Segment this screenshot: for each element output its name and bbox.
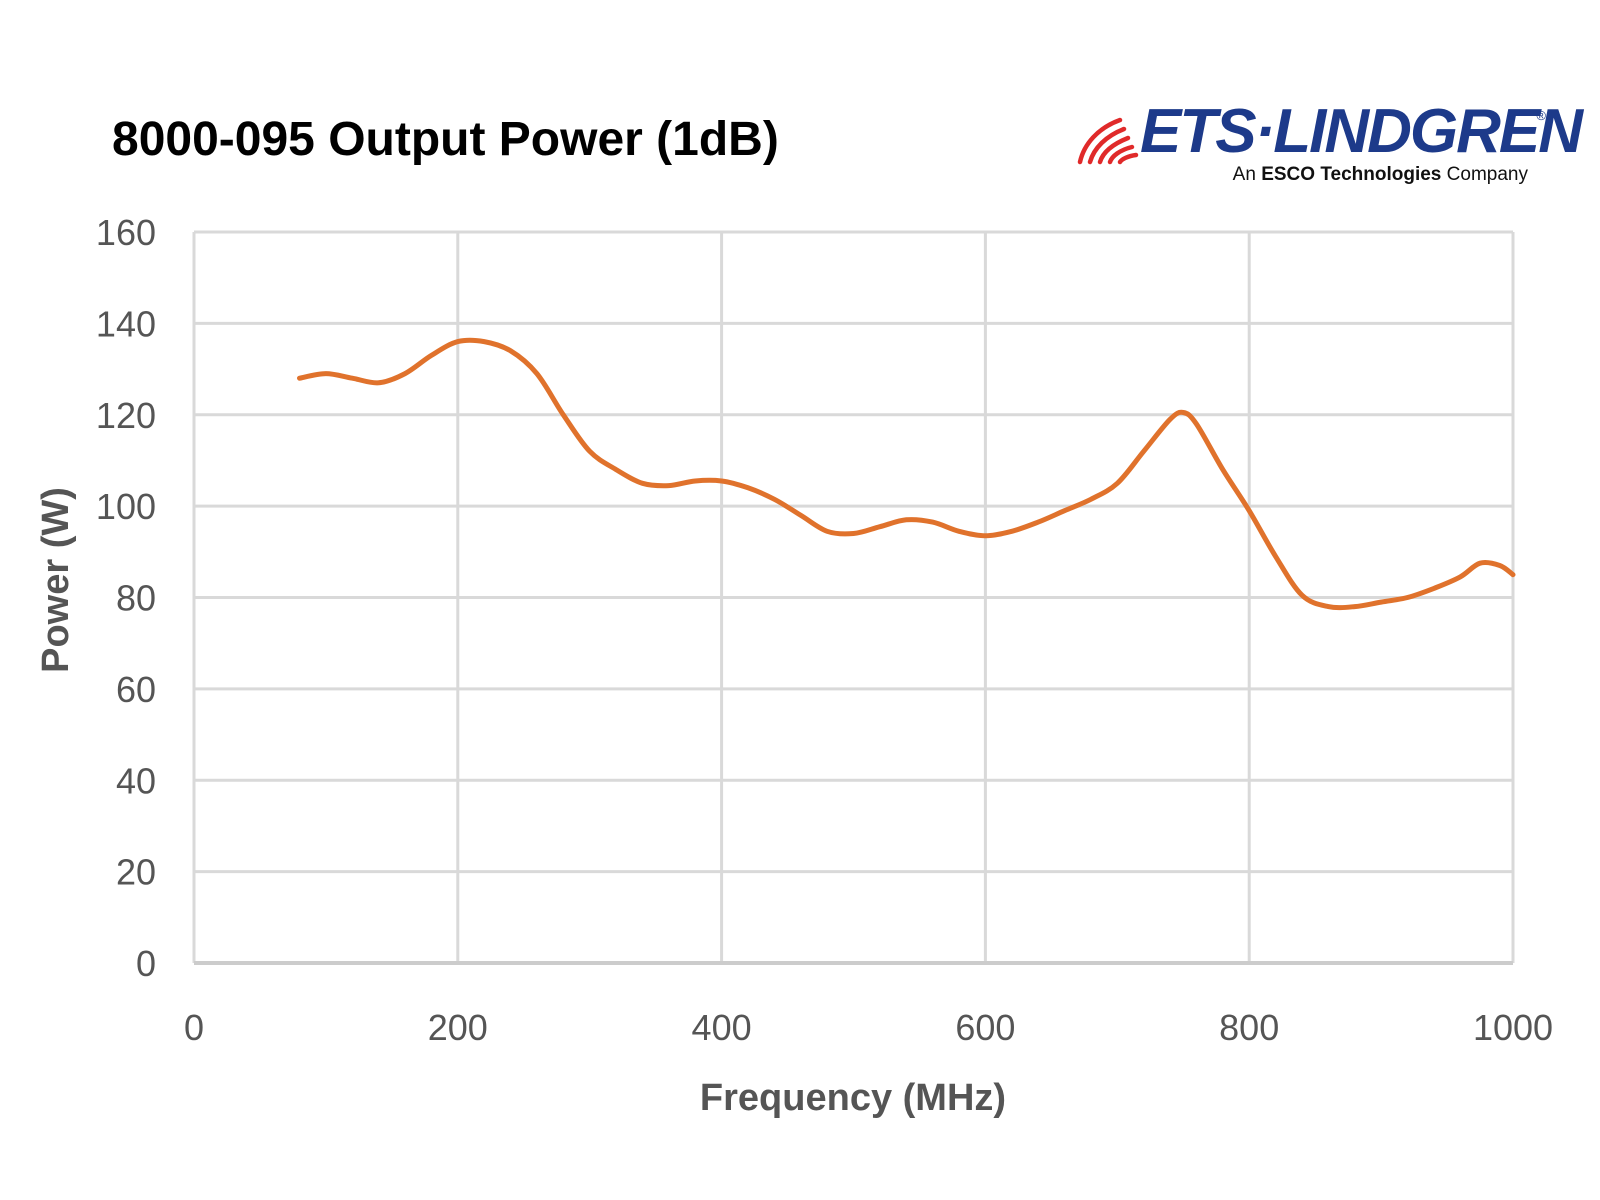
x-tick-label: 600 — [955, 1007, 1015, 1048]
tagline-brand: ESCO Technologies — [1261, 164, 1442, 185]
series-lines — [297, 337, 1516, 611]
y-tick-label: 60 — [116, 669, 156, 710]
y-tick-label: 120 — [96, 395, 156, 436]
y-axis-title: Power (W) — [35, 487, 77, 673]
y-tick-label: 140 — [96, 303, 156, 344]
axes — [192, 232, 1513, 965]
series-line — [297, 337, 1516, 611]
x-axis-title: Frequency (MHz) — [700, 1077, 1006, 1119]
x-tick-label: 0 — [184, 1007, 204, 1048]
x-tick-label: 800 — [1219, 1007, 1279, 1048]
signal-waves-icon — [1077, 117, 1139, 165]
tagline-prefix: An — [1232, 164, 1262, 185]
logo-wordmark: ETS·LINDGREN — [1140, 97, 1583, 166]
logo-tagline: An ESCO Technologies Company — [1233, 164, 1528, 186]
y-tick-label: 40 — [116, 760, 156, 801]
registered-mark: ® — [1536, 108, 1546, 123]
tagline-suffix: Company — [1441, 164, 1528, 185]
y-tick-label: 160 — [96, 212, 156, 253]
y-tick-label: 100 — [96, 486, 156, 527]
x-tick-label: 400 — [692, 1007, 752, 1048]
tick-labels: 0 20 40 60 80 100 120 140 160 0 200 400 600 800 1000 — [96, 212, 1553, 1048]
gridlines — [194, 230, 1515, 963]
x-tick-label: 200 — [428, 1007, 488, 1048]
y-tick-label: 20 — [116, 852, 156, 893]
y-tick-label: 80 — [116, 578, 156, 619]
chart-title: 8000-095 Output Power (1dB) — [112, 113, 779, 166]
y-tick-label: 0 — [136, 943, 156, 984]
x-tick-label: 1000 — [1473, 1007, 1553, 1048]
company-logo: ETS·LINDGREN ® An ESCO Technologies Comp… — [1076, 97, 1583, 197]
